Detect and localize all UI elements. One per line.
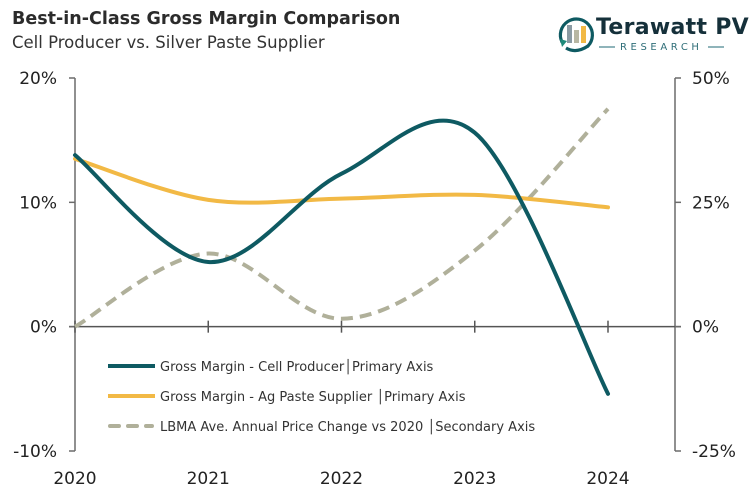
legend-label: Gross Margin - Cell Producer│Primary Axi… bbox=[160, 358, 434, 375]
logo-tagline: RESEARCH bbox=[594, 42, 729, 53]
series-line-2 bbox=[74, 107, 610, 329]
y2-tick-label: 0% bbox=[692, 318, 719, 338]
company-logo: Terawatt PV RESEARCH bbox=[556, 12, 750, 60]
x-tick-label: 2021 bbox=[187, 469, 230, 489]
logo-mark-icon bbox=[558, 17, 594, 53]
y-tick-label: 10% bbox=[19, 193, 57, 213]
x-tick-label: 2023 bbox=[453, 469, 496, 489]
y-tick-label: 0% bbox=[30, 318, 57, 338]
y-tick-label: 20% bbox=[19, 69, 57, 89]
series-line-0 bbox=[73, 118, 610, 396]
logo-name: Terawatt PV bbox=[596, 15, 750, 40]
x-tick-label: 2022 bbox=[320, 469, 363, 489]
y2-tick-label: 25% bbox=[692, 193, 730, 213]
legend-label: LBMA Ave. Annual Price Change vs 2020 │S… bbox=[160, 418, 535, 435]
x-tick-label: 2024 bbox=[586, 469, 629, 489]
series-line-1 bbox=[73, 156, 610, 210]
chart-title: Best-in-Class Gross Margin Comparison bbox=[12, 9, 401, 29]
y2-tick-label: -25% bbox=[692, 442, 736, 462]
y-tick-label: -10% bbox=[13, 442, 57, 462]
y2-tick-label: 50% bbox=[692, 69, 730, 89]
x-tick-label: 2020 bbox=[53, 469, 96, 489]
legend-label: Gross Margin - Ag Paste Supplier │Primar… bbox=[160, 388, 466, 405]
chart-subtitle: Cell Producer vs. Silver Paste Supplier bbox=[12, 33, 325, 52]
